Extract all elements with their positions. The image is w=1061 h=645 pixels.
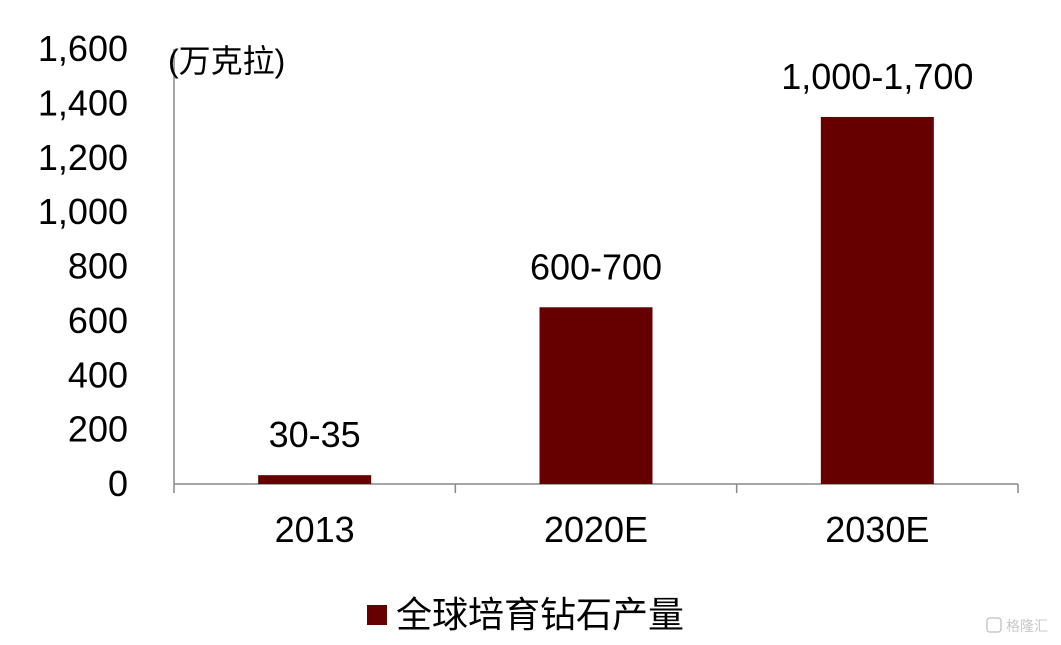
y-tick-label: 1,200 — [38, 137, 128, 178]
y-tick-label: 1,600 — [38, 28, 128, 69]
legend-swatch — [367, 605, 387, 625]
y-tick-label: 200 — [68, 409, 128, 450]
bar-data-label: 600-700 — [530, 246, 662, 287]
watermark: 格隆汇 — [986, 617, 1048, 634]
x-tick-label: 2013 — [275, 509, 355, 550]
bars — [258, 116, 934, 484]
x-axis: 2013 2020E 2030E — [173, 483, 1019, 550]
y-tick-label: 400 — [68, 354, 128, 395]
y-tick-label: 1,400 — [38, 82, 128, 123]
y-tick-label: 600 — [68, 300, 128, 341]
bar-data-label: 30-35 — [269, 414, 361, 455]
y-axis-unit-label: (万克拉) — [168, 43, 285, 79]
y-tick-label: 1,000 — [38, 191, 128, 232]
watermark-text: 格隆汇 — [1006, 618, 1048, 634]
bar — [539, 307, 653, 484]
x-tick-label: 2020E — [544, 509, 648, 550]
x-tick-label: 2030E — [825, 509, 929, 550]
watermark-logo-icon — [986, 617, 1002, 633]
y-tick-label: 800 — [68, 246, 128, 287]
bar-data-label: 1,000-1,700 — [781, 56, 973, 97]
y-axis: 0 200 400 600 800 1,000 1,200 1,400 1,600 — [38, 28, 175, 504]
bar — [258, 475, 372, 484]
legend-label: 全球培育钻石产量 — [396, 594, 684, 635]
bar — [820, 116, 934, 484]
data-labels: 30-35 600-700 1,000-1,700 — [269, 56, 974, 455]
legend: 全球培育钻石产量 — [367, 594, 684, 635]
y-tick-label: 0 — [108, 463, 128, 504]
